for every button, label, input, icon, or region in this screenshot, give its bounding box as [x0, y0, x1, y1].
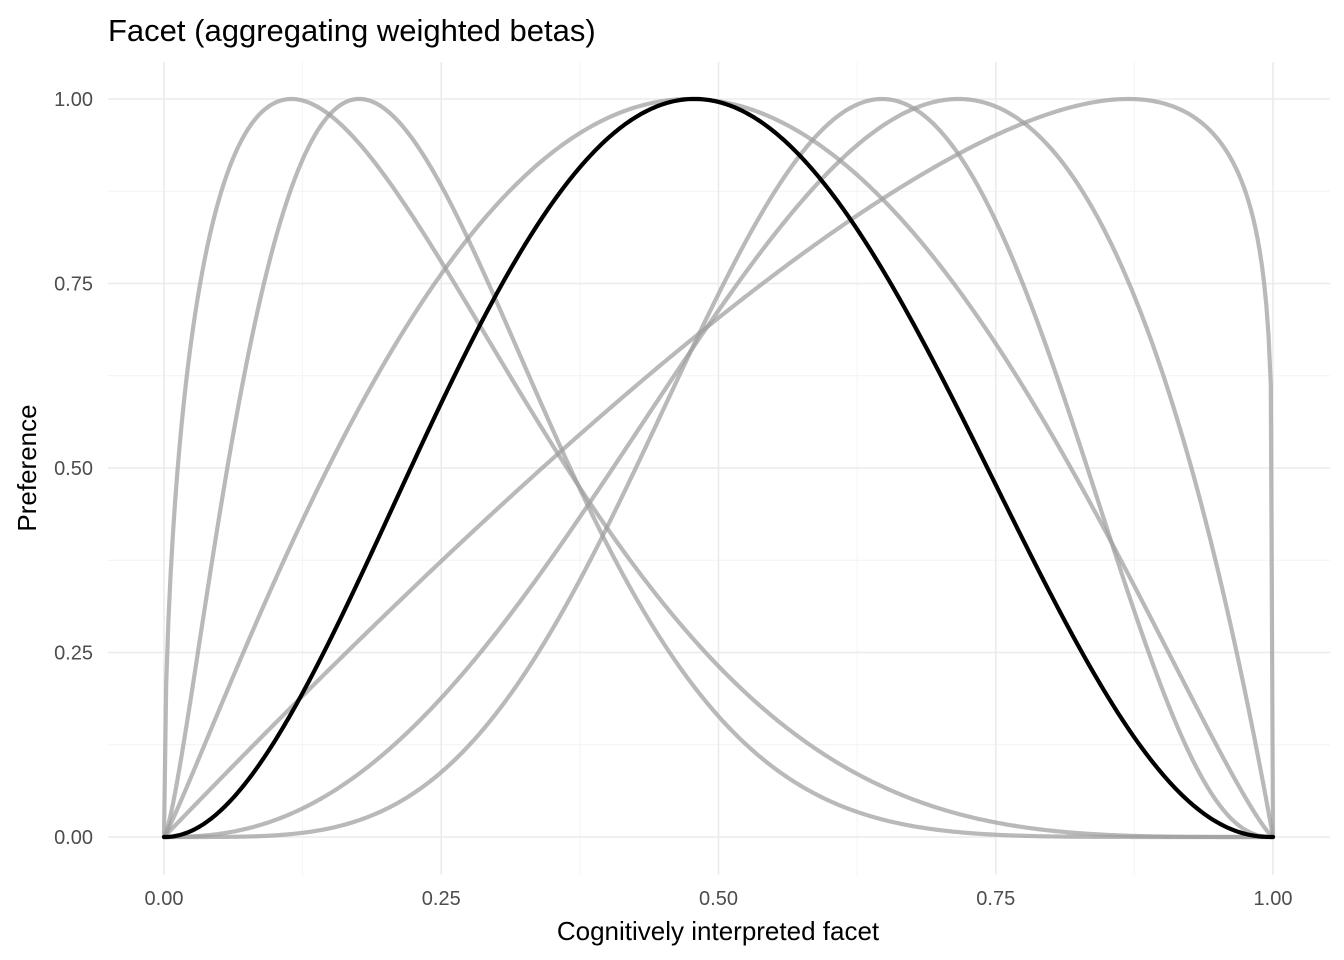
y-tick-label: 0.25	[54, 643, 93, 665]
series-line	[161, 96, 1276, 840]
x-axis-ticks: 0.00 0.25 0.50 0.75 1.00	[145, 888, 1293, 910]
x-tick-label: 0.50	[699, 888, 738, 910]
series-line	[161, 96, 1276, 840]
chart-title: Facet (aggregating weighted betas)	[108, 13, 596, 48]
series-line	[161, 96, 1276, 840]
y-tick-label: 0.00	[54, 827, 93, 849]
x-axis-title: Cognitively interpreted facet	[557, 916, 880, 946]
series-line	[161, 96, 1276, 840]
y-tick-label: 1.00	[54, 89, 93, 111]
y-tick-label: 0.75	[54, 274, 93, 296]
x-tick-label: 1.00	[1254, 888, 1293, 910]
x-tick-label: 0.25	[422, 888, 461, 910]
x-tick-label: 0.75	[976, 888, 1015, 910]
x-tick-label: 0.00	[145, 888, 184, 910]
series-group	[161, 96, 1276, 840]
y-axis-ticks: 0.00 0.25 0.50 0.75 1.00	[54, 89, 93, 849]
y-tick-label: 0.50	[54, 458, 93, 480]
series-line	[161, 96, 1276, 840]
y-axis-title: Preference	[12, 404, 42, 531]
series-line-highlight	[161, 96, 1276, 840]
